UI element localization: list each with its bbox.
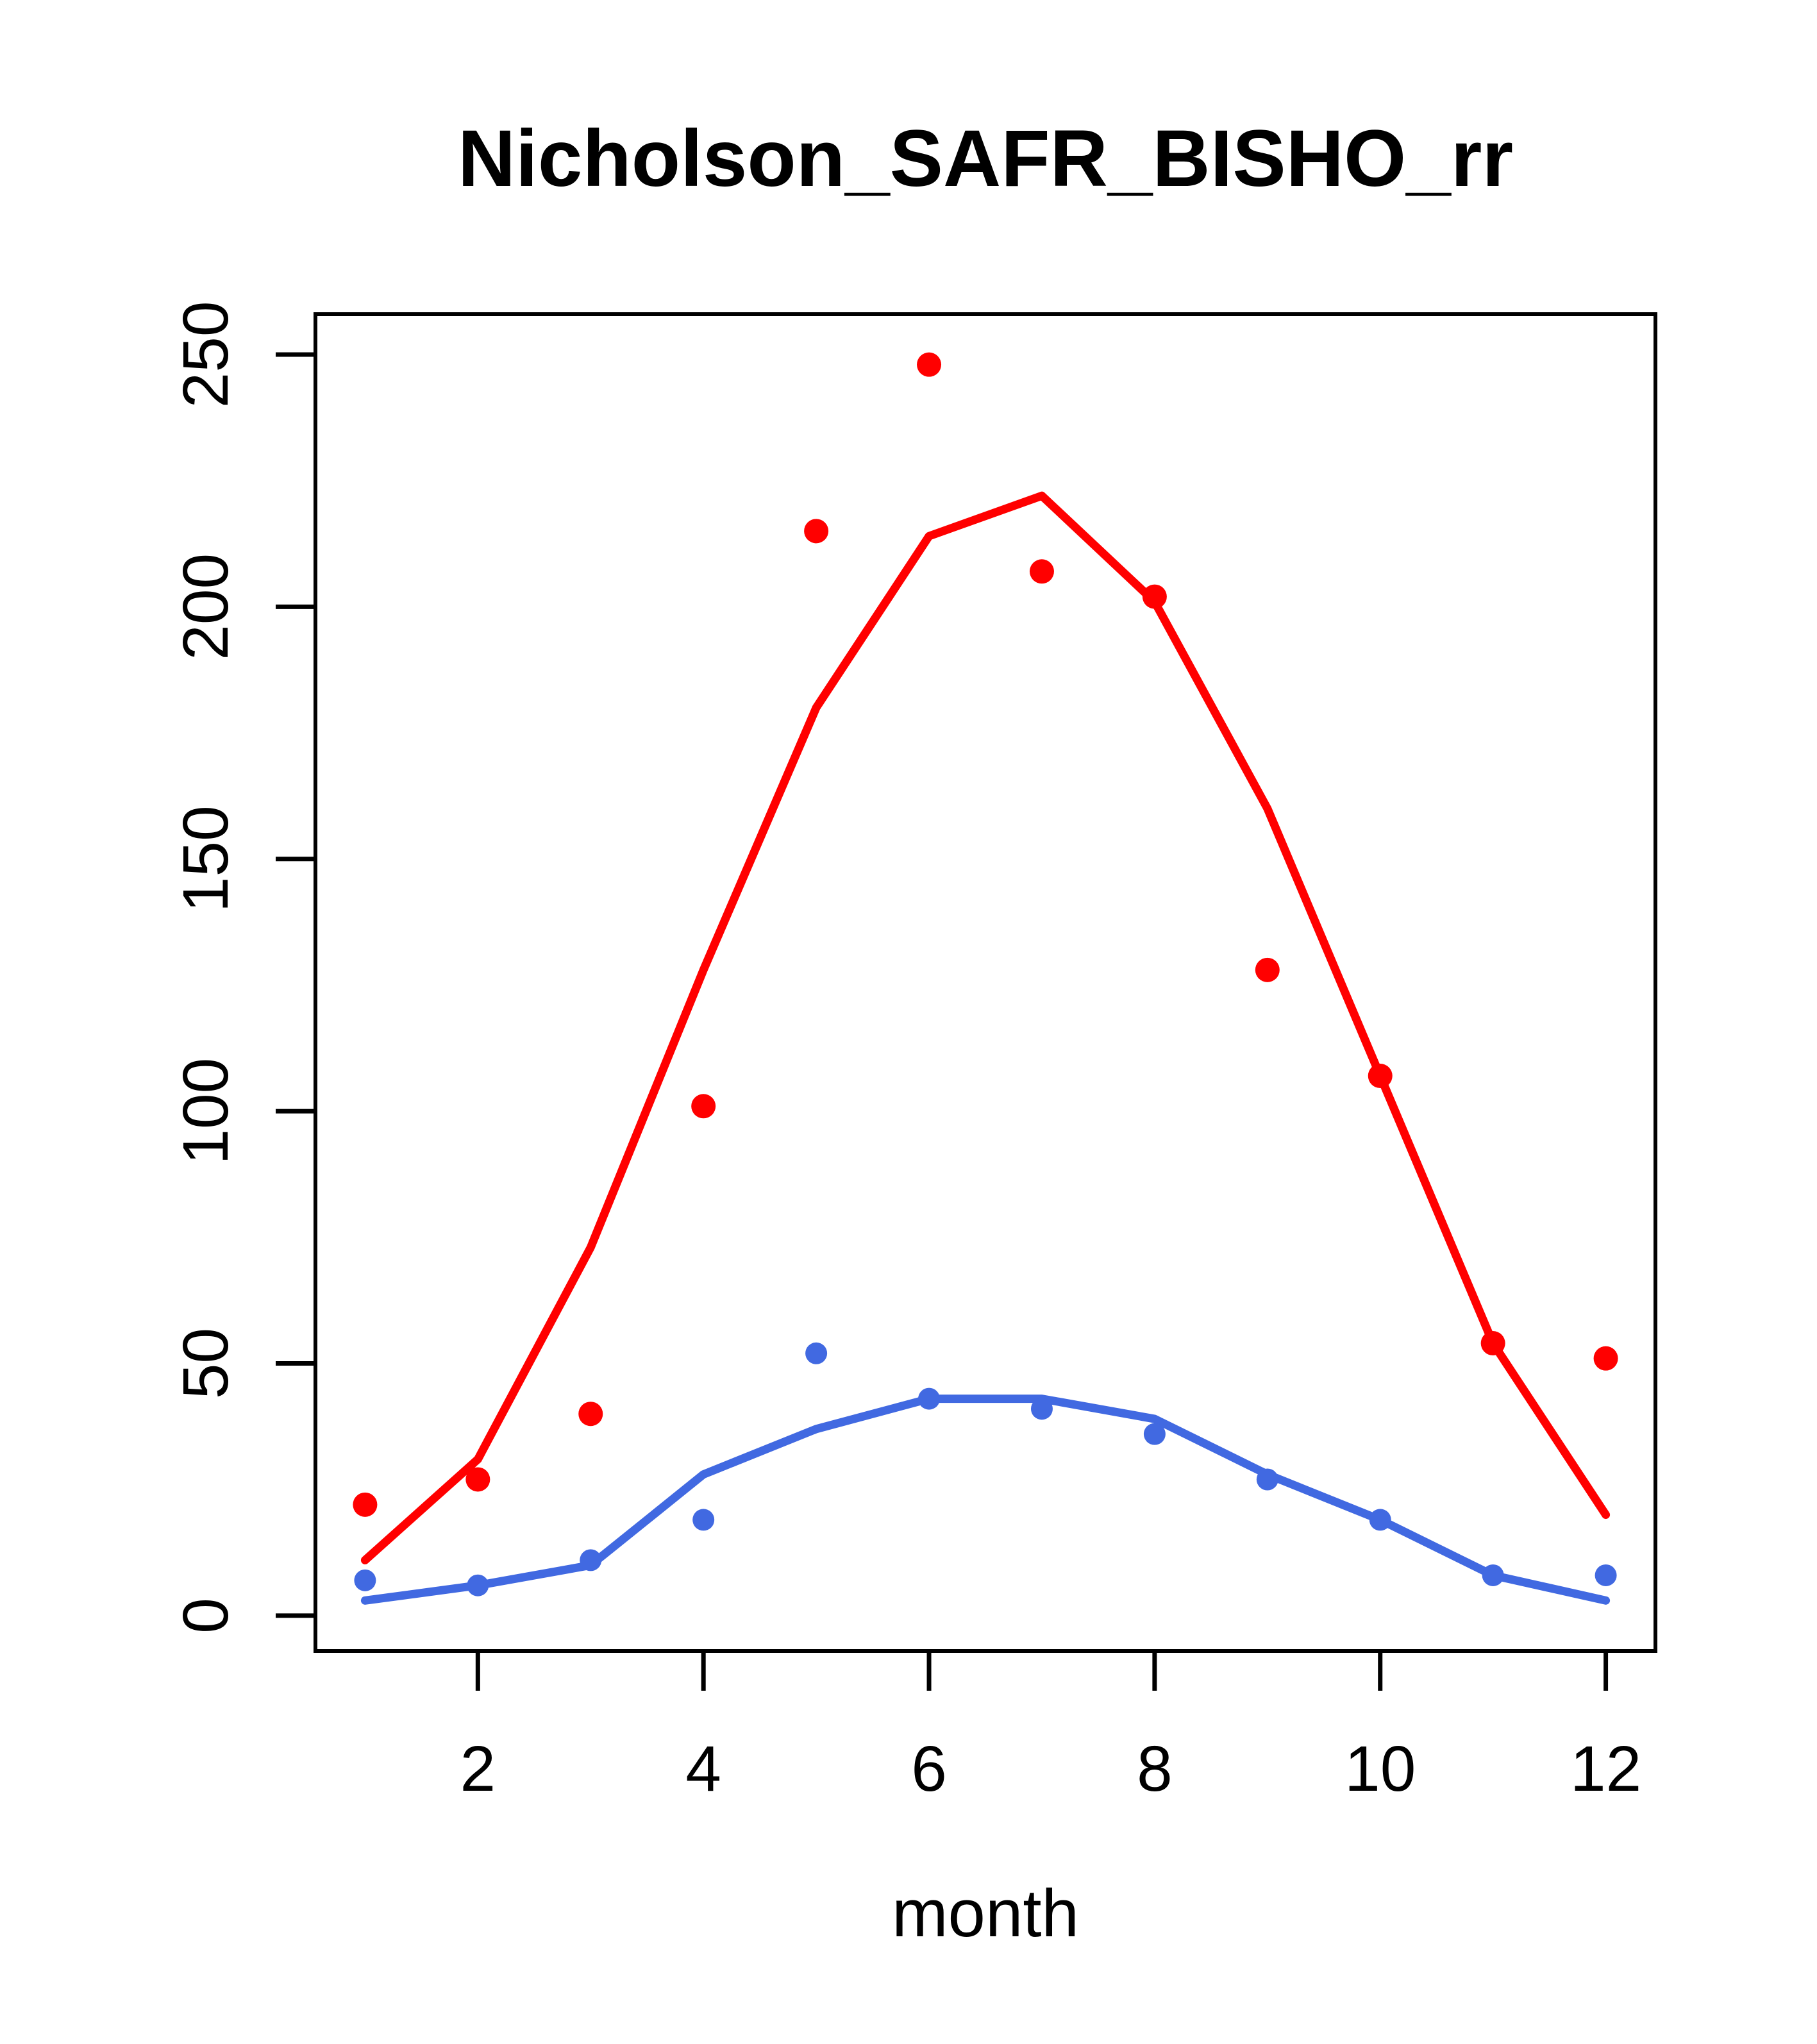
x-tick-label: 10	[1344, 1733, 1416, 1805]
blue-point	[692, 1509, 715, 1531]
red-point	[578, 1402, 603, 1427]
x-axis: 2 4 6 8 10 12	[460, 1651, 1641, 1805]
x-tick-label: 6	[911, 1733, 947, 1805]
chart-title: Nicholson_SAFR_BISHO_rr	[458, 114, 1513, 203]
red-point	[1593, 1346, 1618, 1371]
x-tick-label: 4	[685, 1733, 721, 1805]
red-point	[691, 1094, 716, 1119]
red-point	[1029, 559, 1054, 584]
red-point	[1480, 1331, 1505, 1356]
blue-point	[1143, 1423, 1166, 1445]
blue-point	[1030, 1398, 1053, 1420]
blue-point	[1482, 1564, 1504, 1586]
y-axis: 0 50 100 150 200 250	[170, 301, 315, 1634]
red-point	[917, 352, 942, 377]
blue-point	[467, 1574, 489, 1596]
x-tick-label: 2	[460, 1733, 496, 1805]
blue-point	[354, 1569, 376, 1591]
blue-point	[1595, 1564, 1617, 1586]
y-tick-label: 50	[170, 1328, 242, 1399]
x-tick-label: 8	[1137, 1733, 1173, 1805]
red-line	[360, 491, 1611, 1564]
red-point	[1142, 584, 1167, 609]
red-point	[1368, 1064, 1393, 1089]
y-tick-label: 200	[170, 553, 242, 660]
blue-point	[1369, 1509, 1391, 1531]
data-series	[353, 352, 1618, 1605]
red-point	[353, 1492, 378, 1517]
blue-point	[580, 1549, 602, 1571]
y-tick-label: 0	[170, 1598, 242, 1634]
blue-line	[360, 1395, 1611, 1605]
blue-point	[805, 1342, 828, 1364]
x-tick-label: 12	[1570, 1733, 1641, 1805]
red-point	[1255, 957, 1280, 982]
blue-point	[1256, 1468, 1278, 1491]
x-axis-label: month	[892, 1876, 1079, 1951]
plot-border-box	[314, 312, 1657, 1653]
y-tick-label: 150	[170, 805, 242, 912]
red-point	[465, 1467, 490, 1492]
y-tick-label: 250	[170, 301, 242, 408]
blue-point	[918, 1387, 941, 1410]
y-tick-label: 100	[170, 1058, 242, 1165]
red-point	[804, 519, 829, 544]
